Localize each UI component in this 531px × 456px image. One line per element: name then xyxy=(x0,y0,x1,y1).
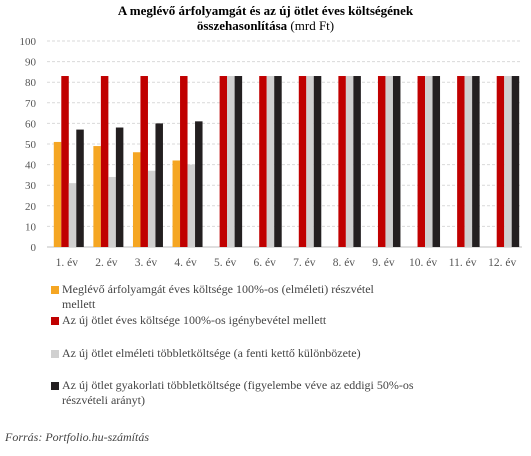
y-tick-label: 10 xyxy=(25,221,37,233)
grid-lines xyxy=(47,40,522,248)
x-tick-label: 10. év xyxy=(409,257,437,269)
title-line-2: összehasonlítása (mrd Ft) xyxy=(0,18,531,33)
y-tick-label: 50 xyxy=(25,139,37,151)
bar-series-2-5 xyxy=(266,76,275,248)
legend-swatch-uj-eves xyxy=(51,317,59,325)
x-tick-label: 4. év xyxy=(174,257,197,269)
bar-series-3-11 xyxy=(511,76,520,248)
y-tick-label: 80 xyxy=(25,77,37,89)
bar-series-2-6 xyxy=(306,76,314,248)
title-line-1: A meglévő árfolyamgát és az új ötlet éve… xyxy=(117,3,414,18)
legend-item-gyakorlati: Az új ötlet gyakorlati többletköltsége (… xyxy=(51,378,462,408)
bar-chart: 0 10 20 30 40 50 60 70 80 90 100 1. év 2. év 3. év 4.… xyxy=(20,36,522,269)
legend-label-elmeleti: Az új ötlet elméleti többletköltsége (a … xyxy=(62,346,361,360)
bar-series-1-0 xyxy=(61,76,69,248)
legend-label-uj-eves: Az új ötlet éves költsége 100%-os igényb… xyxy=(62,313,327,327)
x-axis-ticks: 1. év 2. év 3. év 4. év 5. év 6. év 7. év 8. év… xyxy=(56,257,517,269)
bar-series-3-3 xyxy=(195,121,203,247)
y-tick-label: 90 xyxy=(25,57,37,69)
legend-label-gyakorlati-line1: Az új ötlet gyakorlati többletköltsége (… xyxy=(62,378,414,392)
bar-series-3-9 xyxy=(432,76,441,248)
bar-series-1-3 xyxy=(180,76,188,248)
bar-series-3-0 xyxy=(76,129,84,247)
bar-series-2-2 xyxy=(147,170,156,247)
x-tick-label: 1. év xyxy=(56,257,79,269)
bar-series-1-5 xyxy=(259,76,267,248)
bar-series-1-2 xyxy=(140,76,148,248)
x-tick-label: 5. év xyxy=(214,257,237,269)
bar-series-3-8 xyxy=(392,76,401,248)
legend-swatch-gyakorlati xyxy=(51,382,59,390)
y-tick-label: 0 xyxy=(31,242,37,254)
bar-series-2-7 xyxy=(345,76,354,248)
x-tick-label: 6. év xyxy=(254,257,277,269)
bar-series-0-2 xyxy=(132,152,141,247)
bar-series-0-3 xyxy=(172,160,181,247)
title-line-2-rest: (mrd Ft) xyxy=(287,18,335,33)
bar-series-3-7 xyxy=(353,76,361,248)
bar-series-1-7 xyxy=(338,76,346,248)
bar-series-3-2 xyxy=(155,123,163,247)
source-note: Forrás: Portfolio.hu-számítás xyxy=(5,430,150,444)
x-tick-label: 3. év xyxy=(135,257,158,269)
bar-series-2-0 xyxy=(68,183,77,247)
x-tick-label: 9. év xyxy=(372,257,395,269)
y-tick-label: 100 xyxy=(20,36,37,48)
bar-series-2-1 xyxy=(108,176,116,247)
bar-series-2-9 xyxy=(425,76,433,248)
x-tick-label: 8. év xyxy=(333,257,356,269)
legend-swatch-elmeleti xyxy=(51,350,59,358)
bar-series-3-10 xyxy=(472,76,480,248)
x-tick-label: 7. év xyxy=(293,257,316,269)
y-tick-label: 60 xyxy=(25,118,37,130)
bar-series-0-0 xyxy=(53,141,62,247)
bar-series-3-5 xyxy=(274,76,282,248)
x-tick-label: 11. év xyxy=(449,257,477,269)
bar-series-1-1 xyxy=(100,76,109,248)
bar-series-3-6 xyxy=(313,76,322,248)
bars xyxy=(53,76,520,248)
bar-series-1-11 xyxy=(496,76,505,248)
legend-item-meglevo: Meglévő árfolyamgát éves költsége 100%-o… xyxy=(51,282,462,312)
bar-series-1-9 xyxy=(417,76,426,248)
y-axis-ticks: 0 10 20 30 40 50 60 70 80 90 100 xyxy=(20,36,37,254)
legend-item-uj-eves: Az új ötlet éves költsége 100%-os igényb… xyxy=(51,313,462,328)
legend-swatch-meglevo xyxy=(51,286,59,294)
legend-label-gyakorlati-line2: részvételi arányt) xyxy=(62,393,145,407)
legend-item-elmeleti: Az új ötlet elméleti többletköltsége (a … xyxy=(51,346,462,361)
title-line-2-bold: összehasonlítása xyxy=(196,18,288,33)
bar-series-1-4 xyxy=(219,76,228,248)
bar-series-1-10 xyxy=(457,76,465,248)
legend-label-meglevo-line2: mellett xyxy=(62,297,96,311)
bar-series-2-4 xyxy=(227,76,235,248)
bar-series-2-8 xyxy=(385,76,393,248)
y-tick-label: 40 xyxy=(25,160,37,172)
y-tick-label: 30 xyxy=(25,180,37,192)
y-tick-label: 20 xyxy=(25,201,37,213)
bar-series-2-10 xyxy=(464,76,473,248)
y-tick-label: 70 xyxy=(25,98,37,110)
bar-series-3-4 xyxy=(234,76,243,248)
x-tick-label: 2. év xyxy=(95,257,118,269)
x-tick-label: 12. év xyxy=(488,257,516,269)
bar-series-1-6 xyxy=(298,76,307,248)
bar-series-3-1 xyxy=(115,127,124,247)
chart-title: A meglévő árfolyamgát és az új ötlet éve… xyxy=(0,3,531,33)
bar-series-0-1 xyxy=(93,146,101,247)
legend-label-meglevo-line1: Meglévő árfolyamgát éves költsége 100%-o… xyxy=(62,282,374,296)
bar-series-2-11 xyxy=(504,76,512,248)
bar-series-1-8 xyxy=(377,76,386,248)
bar-series-2-3 xyxy=(187,164,196,247)
